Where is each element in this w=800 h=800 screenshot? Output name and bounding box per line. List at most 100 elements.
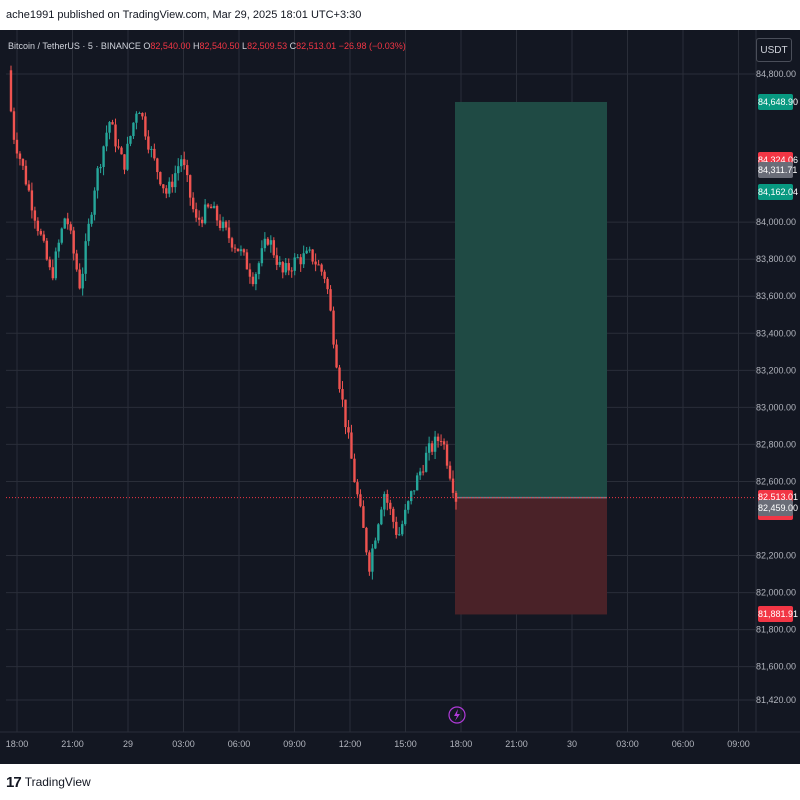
candle-body — [359, 494, 362, 507]
candle-body — [191, 197, 195, 210]
candle-body — [141, 113, 144, 117]
time-tick-label: 06:00 — [228, 739, 251, 749]
time-tick-label: 12:00 — [339, 739, 362, 749]
open-value: 82,540.00 — [150, 41, 191, 51]
time-tick-label: 15:00 — [394, 739, 417, 749]
candle-body — [272, 240, 276, 256]
candle-body — [308, 249, 311, 251]
chart-grid — [6, 30, 756, 732]
candle-body — [156, 158, 159, 173]
candle-body — [227, 227, 231, 239]
candle-body — [430, 443, 434, 452]
candle-body — [412, 490, 416, 492]
lightning-icon-bolt — [454, 709, 460, 721]
candle-body — [233, 247, 237, 249]
candle-body — [150, 148, 153, 150]
candle-body — [165, 188, 168, 194]
candle-body — [42, 234, 46, 241]
candle-body — [96, 168, 99, 191]
candle-body — [269, 240, 273, 245]
candle-body — [69, 224, 72, 231]
candle-body — [239, 249, 243, 252]
time-tick-label: 30 — [567, 739, 577, 749]
candle-body — [263, 238, 267, 249]
candle-body — [302, 253, 305, 265]
tradingview-logo-icon: 17 — [6, 773, 22, 791]
candle-body — [66, 218, 69, 225]
candle-body — [392, 508, 395, 522]
candle-body — [317, 264, 320, 266]
currency-button[interactable]: USDT — [756, 38, 792, 62]
candle-body — [221, 221, 225, 229]
candle-body — [323, 271, 326, 279]
stop-zone — [455, 497, 607, 615]
candle-body — [81, 273, 84, 289]
candle-body — [15, 139, 19, 154]
candle-body — [24, 165, 28, 185]
price-chart[interactable]: 84,800.00 84,000.00 83,800.00 83,600.00 83,4… — [0, 30, 800, 764]
footer-brand: TradingView — [24, 775, 91, 789]
price-tag: 84,648.90 — [758, 93, 798, 110]
candle-body — [188, 175, 192, 198]
candle-body — [242, 249, 246, 253]
candle-body — [60, 228, 63, 243]
candle-body — [54, 251, 57, 279]
candle-body — [224, 221, 228, 228]
candle-body — [209, 206, 213, 209]
price-tick-label: 81,800.00 — [756, 625, 796, 635]
candle-body — [30, 190, 34, 211]
candle-body — [197, 217, 201, 220]
candle-body — [421, 471, 425, 473]
candle-body — [120, 147, 123, 155]
candle-body — [365, 527, 368, 553]
candle-body — [186, 165, 189, 176]
candle-body — [284, 263, 287, 273]
candle-body — [445, 444, 449, 466]
candle-body — [257, 263, 261, 275]
lightning-icon — [448, 706, 466, 724]
price-tick-label: 81,600.00 — [756, 662, 796, 672]
candle-body — [281, 262, 284, 273]
candle-body — [153, 148, 156, 159]
candle-body — [21, 158, 25, 166]
price-tick-label: 83,400.00 — [756, 328, 796, 338]
price-tick-label: 82,800.00 — [756, 439, 796, 449]
candle-body — [9, 70, 13, 112]
candle-body — [448, 465, 452, 479]
candle-body — [377, 524, 380, 541]
candle-body — [138, 113, 141, 115]
candle-body — [215, 205, 219, 221]
time-tick-label: 06:00 — [672, 739, 695, 749]
candle-body — [72, 230, 75, 254]
candle-body — [63, 218, 66, 229]
price-tag: 84,311.71 — [758, 162, 797, 179]
price-tick-label: 82,000.00 — [756, 588, 796, 598]
candle-body — [338, 367, 341, 390]
candle-body — [57, 242, 60, 252]
candle-body — [418, 471, 422, 476]
candle-body — [436, 436, 440, 442]
candle-body — [200, 219, 204, 224]
candle-body — [329, 289, 332, 311]
candle-body — [320, 264, 323, 272]
time-axis: 18:00 21:00 29 03:00 06:00 09:00 12:00 15:00 18:… — [0, 731, 800, 749]
candle-body — [212, 205, 216, 209]
candle-body — [299, 257, 302, 265]
candle-body — [147, 136, 150, 150]
candle-body — [427, 443, 431, 453]
candle-body — [401, 524, 404, 535]
candle-body — [433, 436, 437, 452]
publish-text: ache1991 published on TradingView.com, M… — [6, 9, 362, 21]
candle-body — [84, 241, 87, 274]
high-label: H — [192, 41, 200, 51]
candle-body — [380, 509, 383, 525]
candle-body — [90, 214, 93, 224]
candle-body — [108, 122, 111, 133]
change-value: −26.98 (−0.03%) — [338, 41, 406, 51]
candle-body — [347, 427, 350, 433]
candle-body — [395, 521, 398, 535]
candle-body — [451, 478, 455, 493]
candle-body — [51, 267, 54, 279]
candle-body — [251, 276, 255, 285]
candle-body — [287, 263, 290, 271]
